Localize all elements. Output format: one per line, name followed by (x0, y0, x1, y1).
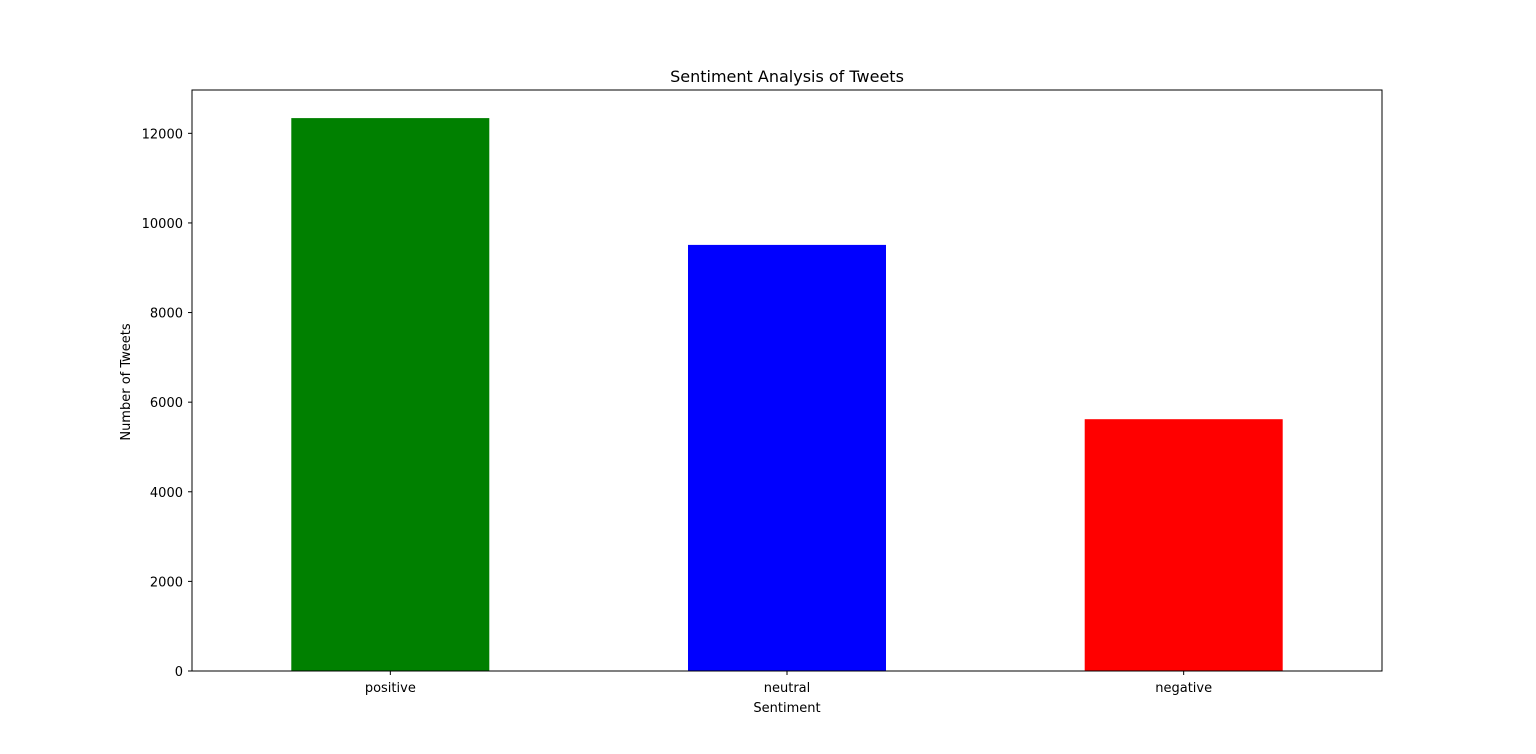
x-axis-label: Sentiment (753, 701, 820, 716)
bar-negative (1084, 419, 1283, 671)
y-tick-label-8000: 8000 (150, 307, 183, 322)
y-tick-label-0: 0 (175, 665, 183, 680)
bar-neutral (688, 244, 886, 671)
bars-group (291, 118, 1283, 672)
x-axis-ticks: positive neutral negative (365, 671, 1212, 696)
plot-frame (191, 89, 1383, 672)
y-tick-label-10000: 10000 (142, 217, 183, 232)
bar-positive (291, 118, 490, 672)
x-tick-label-positive: positive (365, 681, 416, 696)
x-tick-label-negative: negative (1155, 681, 1212, 696)
y-tick-label-4000: 4000 (150, 486, 183, 501)
y-tick-label-2000: 2000 (150, 575, 183, 590)
y-axis-label: Number of Tweets (119, 323, 134, 441)
chart-title: Sentiment Analysis of Tweets (670, 67, 904, 86)
y-axis-ticks: 0 2000 4000 6000 8000 10000 12000 (142, 127, 192, 680)
y-tick-label-12000: 12000 (142, 127, 183, 142)
x-tick-label-neutral: neutral (764, 681, 811, 696)
y-tick-label-6000: 6000 (150, 396, 183, 411)
